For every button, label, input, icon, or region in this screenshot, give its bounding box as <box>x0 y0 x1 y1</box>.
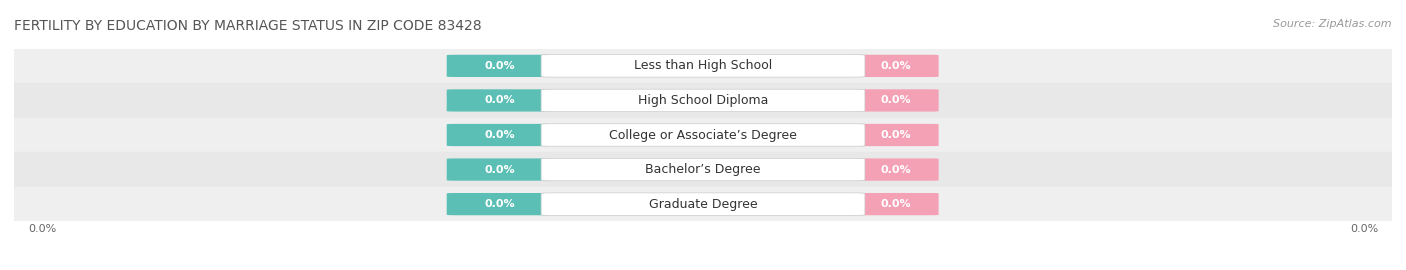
Text: 0.0%: 0.0% <box>28 224 56 234</box>
Text: 0.0%: 0.0% <box>485 199 515 209</box>
Text: 0.0%: 0.0% <box>485 95 515 106</box>
Text: Graduate Degree: Graduate Degree <box>648 198 758 211</box>
FancyBboxPatch shape <box>853 193 939 215</box>
Text: FERTILITY BY EDUCATION BY MARRIAGE STATUS IN ZIP CODE 83428: FERTILITY BY EDUCATION BY MARRIAGE STATU… <box>14 19 482 33</box>
FancyBboxPatch shape <box>447 124 553 146</box>
FancyBboxPatch shape <box>447 158 553 181</box>
Bar <box>14 152 1392 187</box>
FancyBboxPatch shape <box>853 55 939 77</box>
Bar <box>14 118 1392 152</box>
Text: High School Diploma: High School Diploma <box>638 94 768 107</box>
Text: Less than High School: Less than High School <box>634 59 772 72</box>
FancyBboxPatch shape <box>447 193 553 215</box>
Text: 0.0%: 0.0% <box>485 130 515 140</box>
FancyBboxPatch shape <box>853 158 939 181</box>
Bar <box>14 83 1392 118</box>
FancyBboxPatch shape <box>853 124 939 146</box>
Text: 0.0%: 0.0% <box>485 164 515 175</box>
FancyBboxPatch shape <box>541 89 865 112</box>
Bar <box>14 187 1392 221</box>
FancyBboxPatch shape <box>853 89 939 112</box>
Text: College or Associate’s Degree: College or Associate’s Degree <box>609 129 797 141</box>
Text: 0.0%: 0.0% <box>880 199 911 209</box>
Text: Bachelor’s Degree: Bachelor’s Degree <box>645 163 761 176</box>
FancyBboxPatch shape <box>541 55 865 77</box>
FancyBboxPatch shape <box>447 89 553 112</box>
FancyBboxPatch shape <box>541 158 865 181</box>
FancyBboxPatch shape <box>447 55 553 77</box>
Text: 0.0%: 0.0% <box>880 95 911 106</box>
FancyBboxPatch shape <box>541 193 865 215</box>
Text: 0.0%: 0.0% <box>880 130 911 140</box>
Bar <box>14 49 1392 83</box>
Text: 0.0%: 0.0% <box>1350 224 1378 234</box>
Text: 0.0%: 0.0% <box>880 61 911 71</box>
Text: 0.0%: 0.0% <box>880 164 911 175</box>
Text: Source: ZipAtlas.com: Source: ZipAtlas.com <box>1274 19 1392 29</box>
Text: 0.0%: 0.0% <box>485 61 515 71</box>
FancyBboxPatch shape <box>541 124 865 146</box>
